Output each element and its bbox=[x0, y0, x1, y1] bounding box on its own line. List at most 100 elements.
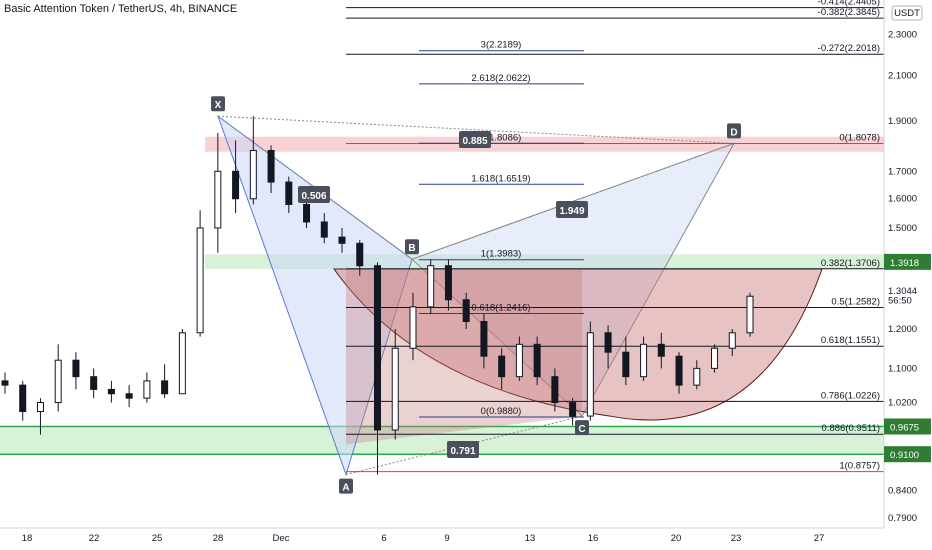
candle-body bbox=[604, 332, 612, 353]
fib-label-mid: 0.618(1.2416) bbox=[471, 303, 530, 314]
candle bbox=[107, 380, 115, 403]
candle bbox=[569, 398, 577, 426]
cup-body bbox=[346, 268, 582, 445]
candle-body bbox=[232, 170, 240, 200]
fib-label-mid: 1(1.3983) bbox=[481, 249, 522, 260]
price-tag: 0.9100 bbox=[884, 446, 931, 463]
candle bbox=[693, 360, 701, 390]
x-tick-label: 20 bbox=[671, 533, 682, 544]
candle-body bbox=[1, 380, 9, 386]
y-tick-label: 1.5000 bbox=[888, 223, 917, 234]
price-tag-text: 0.9675 bbox=[890, 422, 919, 433]
candle bbox=[462, 292, 470, 329]
candle bbox=[178, 328, 186, 395]
candle bbox=[444, 259, 452, 311]
candle bbox=[640, 336, 648, 381]
candle-body bbox=[462, 299, 470, 322]
x-tick-label: 18 bbox=[22, 533, 33, 544]
candle bbox=[480, 314, 488, 369]
candle bbox=[746, 292, 754, 337]
currency-badge-text: USDT bbox=[894, 8, 920, 19]
x-tick-label: 27 bbox=[814, 533, 825, 544]
candle-body bbox=[693, 367, 701, 386]
y-tick-label: 1.2000 bbox=[888, 324, 917, 335]
x-tick-label: 25 bbox=[152, 533, 163, 544]
candle-body bbox=[746, 295, 754, 334]
candle-body bbox=[161, 380, 169, 395]
candle bbox=[303, 198, 311, 228]
y-tick-label: 0.8400 bbox=[888, 485, 917, 496]
candle bbox=[1, 372, 9, 394]
candle bbox=[214, 133, 222, 253]
x-tick-label: 9 bbox=[444, 533, 449, 544]
x-tick-label: 13 bbox=[525, 533, 536, 544]
fib-label-right: 0.786(1.0226) bbox=[821, 390, 880, 401]
ratio-label-bg bbox=[447, 441, 479, 458]
fib-label-right: -0.382(2.3845) bbox=[818, 7, 880, 18]
bd-dotted bbox=[411, 142, 735, 260]
candle bbox=[36, 398, 44, 435]
candle-body bbox=[90, 376, 98, 390]
candle-body bbox=[586, 332, 594, 417]
x-tick-label: Dec bbox=[273, 533, 290, 544]
ratio-label-text: 0.885 bbox=[462, 136, 487, 147]
candle bbox=[90, 368, 98, 399]
candle bbox=[19, 380, 27, 421]
candle-body bbox=[480, 320, 488, 357]
point-label-bg bbox=[727, 123, 741, 139]
fib-label-mid: 2.618(2.0622) bbox=[471, 73, 530, 84]
candle bbox=[373, 262, 381, 475]
point-label-b: B bbox=[405, 239, 419, 255]
candle-body bbox=[640, 343, 648, 378]
candle-body bbox=[285, 181, 293, 205]
background-layer bbox=[0, 136, 884, 455]
fib-label-right: -0.272(2.2018) bbox=[818, 43, 880, 54]
fib-label-right: 0.886(0.9511) bbox=[822, 423, 880, 434]
point-label-d: D bbox=[727, 123, 741, 139]
x-tick-label: 22 bbox=[89, 533, 100, 544]
price-tag-bg bbox=[884, 253, 931, 270]
ratio-label-bg bbox=[298, 186, 330, 203]
y-tick-label: 0.7900 bbox=[888, 513, 917, 524]
candle bbox=[143, 372, 151, 403]
candle bbox=[604, 325, 612, 369]
candle-body bbox=[249, 149, 257, 200]
fib-label-right: 0.382(1.3706) bbox=[821, 258, 880, 269]
candle bbox=[498, 348, 506, 390]
candle-body bbox=[36, 402, 44, 413]
candle-body bbox=[498, 355, 506, 378]
candle bbox=[54, 344, 62, 412]
candle-body bbox=[320, 221, 328, 238]
candle bbox=[551, 368, 559, 412]
x-tick-label: 16 bbox=[588, 533, 599, 544]
candle bbox=[622, 336, 630, 386]
candle bbox=[320, 213, 328, 244]
ratio-label: 0.791 bbox=[447, 441, 479, 458]
y-tick-label: 2.3000 bbox=[888, 29, 917, 40]
candle-body bbox=[303, 203, 311, 223]
point-label-a: A bbox=[339, 478, 353, 494]
candle-body bbox=[214, 170, 222, 229]
candle-body bbox=[356, 242, 364, 267]
point-label-text: B bbox=[408, 243, 415, 254]
candle-body bbox=[675, 355, 683, 386]
price-axis bbox=[884, 0, 932, 550]
point-label-c: C bbox=[575, 420, 589, 436]
fibonacci-layer: -0.414(2.4405)-0.382(2.3845) -0.272(2.201… bbox=[346, 0, 884, 473]
candle-body bbox=[373, 265, 381, 431]
point-label-bg bbox=[405, 239, 419, 255]
fib-label-mid: 1.618(1.6519) bbox=[471, 173, 530, 184]
candle bbox=[125, 385, 133, 408]
candle-body bbox=[178, 332, 186, 395]
pattern-labels-layer: X A B C D 0.506 0.885 1.949 0.791 bbox=[211, 96, 741, 494]
point-label-bg bbox=[339, 478, 353, 494]
candle-body bbox=[143, 380, 151, 399]
candle bbox=[427, 259, 435, 315]
candle-body bbox=[533, 343, 541, 378]
candle-body bbox=[515, 343, 523, 378]
candle-body bbox=[427, 265, 435, 308]
candle bbox=[657, 332, 665, 369]
fib-label-right: -0.414(2.4405) bbox=[818, 0, 880, 8]
